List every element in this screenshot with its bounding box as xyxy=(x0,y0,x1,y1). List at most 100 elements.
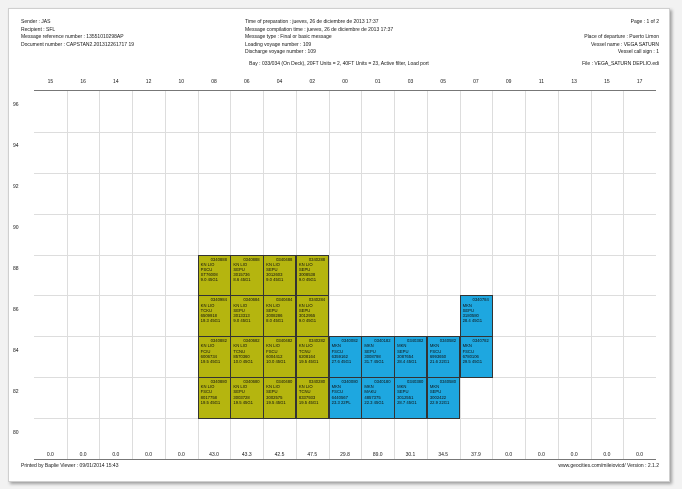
container-slot[interactable]: 0340282 KN LIO TCNU 6208164 19.5 45G1 xyxy=(295,336,330,378)
slot-detail: KN LIO xyxy=(298,302,313,308)
container-slot[interactable]: 0340080 MKN FSCU 6440567 23.3 22PL xyxy=(328,377,362,419)
slot-position: 0340380 xyxy=(407,379,424,385)
slot-weight-type: 28.4 45G1 xyxy=(397,358,417,364)
container-slot[interactable]: 0340382 MKN SEPU 3087654 28.4 45G1 xyxy=(394,336,428,378)
container-slot[interactable]: 0340488 KN LIO SEPU 3012603 9.0 45G1 xyxy=(263,254,297,296)
slot-detail: KN LIO xyxy=(200,261,215,267)
column-label: 10 xyxy=(178,79,185,85)
column-weight: 0.0 xyxy=(603,452,611,458)
slot-detail: KN LIO xyxy=(266,261,280,267)
slot-weight-type: 22.3 45G1 xyxy=(364,399,384,405)
column-label: 17 xyxy=(636,79,643,85)
grid-column-line xyxy=(394,91,396,459)
slot-detail: MAKU xyxy=(364,389,377,395)
slot-weight-type: 27.6 45G1 xyxy=(331,358,352,364)
container-slot[interactable]: 0340882 KN LIO FCIU 6006734 19.5 45G1 xyxy=(197,336,231,378)
slot-detail: KN LIO xyxy=(266,343,280,349)
grid-column-line xyxy=(557,91,559,459)
grid-column-line xyxy=(164,91,166,459)
slot-detail: SEPU xyxy=(397,389,409,395)
slot-detail: FSCU xyxy=(429,348,442,354)
column-label: 15 xyxy=(604,79,610,85)
slot-detail: KN LIO xyxy=(266,384,280,390)
container-slot[interactable]: 0340784 MKN SEPU 3180580 28.4 45G1 xyxy=(459,295,493,337)
row-label: 86 xyxy=(13,306,19,313)
slot-position: 0340482 xyxy=(276,338,293,344)
slot-detail: MKN xyxy=(429,343,440,349)
container-slot[interactable]: 0340082 MKN FSCU 6359162 27.6 45G1 xyxy=(328,336,362,378)
slot-detail: MKN xyxy=(462,343,472,349)
column-label: 16 xyxy=(80,79,86,85)
container-slot[interactable]: 0340782 MKN FSCU 6780106 29.5 45G1 xyxy=(459,336,493,378)
container-slot[interactable]: 0340480 KN LIO SEPU 3002575 19.5 45G1 xyxy=(263,377,297,419)
slot-detail: ST76008 xyxy=(200,271,218,277)
slot-position: 0340888 xyxy=(210,256,227,262)
slot-weight-type: 23.3 22PL xyxy=(331,399,351,405)
slot-detail: 6208164 xyxy=(298,353,316,359)
column-label: 02 xyxy=(309,79,316,85)
grid-row-line xyxy=(34,254,656,256)
container-slot[interactable]: 0340684 KN LIO SEPU 3013313 9.0 45G1 xyxy=(230,295,264,337)
slot-detail: KN LIO xyxy=(266,302,280,308)
slot-detail: MKN xyxy=(429,384,440,390)
container-slot[interactable]: 0340888 KN LIO SEPU 3015736 8.6 45G1 xyxy=(230,254,264,296)
slot-detail: 6509918 xyxy=(200,312,217,318)
slot-detail: SEPU xyxy=(364,348,376,354)
container-slot[interactable]: 0340580 MKN SEPU 3002422 22.9 22G1 xyxy=(426,377,461,419)
container-slot[interactable]: 0340280 KN LIO TCNU 8337933 19.5 45G1 xyxy=(295,377,330,419)
container-slot[interactable]: 0340288 KN LIO SEPU 3008538 9.0 45G1 xyxy=(295,254,330,296)
slot-detail: KN LIO xyxy=(298,384,313,390)
slot-weight-type: 28.4 45G1 xyxy=(462,317,483,323)
container-slot[interactable]: 0340680 KN LIO SEPU 3003728 19.5 45G1 xyxy=(230,377,264,419)
container-slot[interactable]: 0340482 KN LIO FSCU 6004412 10.0 45G1 xyxy=(263,336,297,378)
column-weight: 0.0 xyxy=(79,452,87,458)
container-slot[interactable]: 0340284 KN LIO SEPU 3012955 9.0 45G1 xyxy=(295,295,330,337)
column-weight: 43.3 xyxy=(241,452,252,458)
slot-detail: KN LIO xyxy=(298,343,313,349)
container-slot[interactable]: 0340182 MKN SEPU 3008798 31.7 45G1 xyxy=(361,336,395,378)
column-weight: 34.5 xyxy=(438,452,449,458)
container-slot[interactable]: 0340380 MKN SEPU 3012551 28.7 45G1 xyxy=(394,377,428,419)
column-weight: 29.8 xyxy=(340,452,350,458)
slot-weight-type: 31.7 45G1 xyxy=(364,358,384,364)
place-of-departure-text: Place of departure : Puerto Limon xyxy=(584,34,659,40)
container-slot[interactable]: 0340484 KN LIO SEPU 3008286 8.0 45G1 xyxy=(263,295,297,337)
row-label: 90 xyxy=(13,225,19,232)
container-slot[interactable]: 0340984 KN LIO TCKU 6509918 19.3 45G1 xyxy=(197,295,231,337)
slot-position: 0340288 xyxy=(308,256,326,262)
container-slot[interactable]: 0340582 MKN FSCU 6993650 21.6 22G1 xyxy=(426,336,461,378)
slot-detail: 6440567 xyxy=(331,394,348,400)
slot-detail: MKN xyxy=(397,343,407,349)
container-slot[interactable]: 0340880 KN LIO FSCU 8017758 19.5 45G1 xyxy=(197,377,231,419)
container-slot[interactable]: 0340682 KN LIO TCNU 8570360 10.0 45G1 xyxy=(230,336,264,378)
slot-position: 0340382 xyxy=(407,338,424,344)
column-label: 00 xyxy=(342,79,348,85)
grid-row-line xyxy=(34,295,656,297)
slot-position: 0340484 xyxy=(276,297,293,303)
row-label: 88 xyxy=(13,266,19,272)
slot-detail: 3002575 xyxy=(266,394,283,400)
slot-weight-type: 19.5 45G1 xyxy=(200,358,221,364)
slot-weight-type: 9.0 45G1 xyxy=(233,317,251,323)
row-label: 94 xyxy=(13,143,19,150)
slot-position: 0340782 xyxy=(472,338,489,344)
slot-detail: FSCU xyxy=(331,389,344,395)
row-label: 92 xyxy=(13,184,19,191)
container-slot[interactable]: 0340888 KN LIO PSCU ST76008 9.0 45G1 xyxy=(197,254,231,296)
slot-detail: SEPU xyxy=(233,266,245,272)
row-label: 84 xyxy=(13,347,19,354)
column-label: 15 xyxy=(47,79,54,85)
slot-position: 0340280 xyxy=(308,379,326,385)
slot-weight-type: 19.5 45G1 xyxy=(266,399,286,405)
message-type-text: Message type : Final or basic message xyxy=(245,34,332,40)
column-label: 06 xyxy=(244,79,250,85)
grid-column-line xyxy=(99,91,101,459)
slot-detail: SEPU xyxy=(266,266,278,272)
slot-detail: SEPU xyxy=(266,389,278,395)
column-weight: 0.0 xyxy=(46,452,54,458)
container-slot[interactable]: 0340180 MKN MAKU 4857375 22.3 45G1 xyxy=(361,377,395,419)
column-weight: 37.9 xyxy=(471,452,481,458)
slot-position: 0340480 xyxy=(276,379,293,385)
grid-column-line xyxy=(328,91,330,459)
grid-row-line xyxy=(34,418,656,420)
